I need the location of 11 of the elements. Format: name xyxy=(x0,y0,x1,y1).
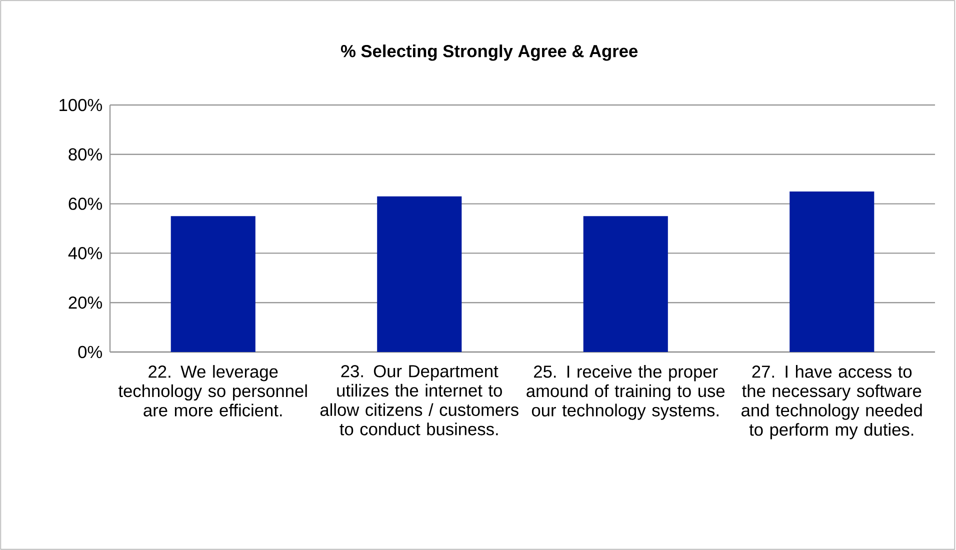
y-tick-label: 20% xyxy=(68,296,102,309)
x-tick-label: 27. I have access to the necessary software and technology needed to perform my duties. xyxy=(742,365,922,440)
y-tick-label: 60% xyxy=(68,198,102,210)
x-tick-label: 23. Our Department utilizes the internet to allow citizens / customers to conduct business. xyxy=(320,365,518,436)
y-tick-label: 100% xyxy=(60,98,102,112)
chart-title: % Selecting Strongly Agree & Agree xyxy=(340,44,638,61)
y-tick-label: 0% xyxy=(78,346,102,358)
x-tick-label: 25. I receive the proper amound of training to use our technology systems. xyxy=(526,365,725,420)
y-tick-label: 80% xyxy=(68,148,102,161)
x-tick-label: 22. We leverage technology so personnel are more efficient. xyxy=(118,365,307,416)
y-tick-label: 40% xyxy=(68,247,102,260)
